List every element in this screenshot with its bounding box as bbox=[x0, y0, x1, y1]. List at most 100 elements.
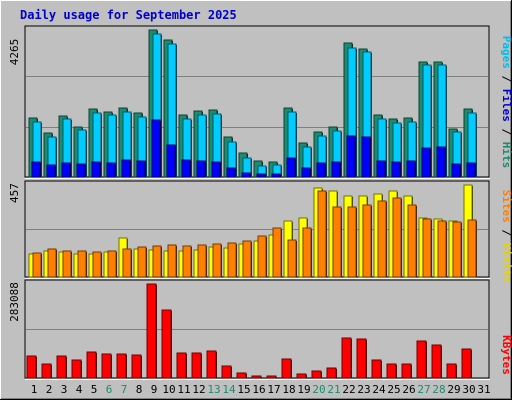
bar-sites-day-10 bbox=[167, 244, 177, 278]
bar-sites-day-12 bbox=[197, 244, 207, 278]
bar-kbytes-day-11 bbox=[176, 352, 187, 379]
bar-pages-day-11 bbox=[181, 159, 191, 178]
bar-kbytes-day-2 bbox=[41, 363, 52, 379]
bar-kbytes-day-19 bbox=[296, 373, 307, 379]
chart-title: Daily usage for September 2025 bbox=[20, 8, 237, 22]
bar-kbytes-day-5 bbox=[86, 351, 97, 379]
x-tick-label-29: 29 bbox=[447, 383, 460, 396]
bar-pages-day-28 bbox=[436, 146, 446, 178]
visits-legend: Sites / Visits bbox=[500, 190, 512, 283]
x-tick-label-25: 25 bbox=[387, 383, 400, 396]
bar-pages-day-1 bbox=[31, 161, 41, 178]
legend-sep-2: / bbox=[500, 122, 512, 142]
bar-sites-day-22 bbox=[347, 206, 357, 278]
legend-sites: Sites bbox=[500, 190, 512, 223]
legend-kbytes: KBytes bbox=[500, 335, 512, 375]
bar-pages-day-5 bbox=[91, 161, 101, 178]
bar-pages-day-15 bbox=[241, 172, 251, 178]
bar-kbytes-day-9 bbox=[146, 283, 157, 379]
bar-kbytes-day-24 bbox=[371, 359, 382, 379]
bar-sites-day-28 bbox=[437, 220, 447, 278]
bar-kbytes-day-6 bbox=[101, 353, 112, 379]
bar-sites-day-2 bbox=[47, 248, 57, 278]
bar-sites-day-14 bbox=[227, 242, 237, 278]
bar-sites-day-18 bbox=[287, 239, 297, 278]
bar-kbytes-day-27 bbox=[416, 340, 427, 379]
bar-sites-day-20 bbox=[317, 190, 327, 278]
x-tick-label-18: 18 bbox=[282, 383, 295, 396]
bar-kbytes-day-12 bbox=[191, 352, 202, 379]
bar-kbytes-day-21 bbox=[326, 367, 337, 379]
bar-sites-day-6 bbox=[107, 250, 117, 278]
bar-sites-day-7 bbox=[122, 248, 132, 278]
bar-kbytes-day-13 bbox=[206, 350, 217, 379]
bar-kbytes-day-17 bbox=[266, 375, 277, 379]
bar-pages-day-3 bbox=[61, 162, 71, 178]
x-tick-label-28: 28 bbox=[432, 383, 445, 396]
bar-pages-day-9 bbox=[151, 119, 161, 178]
bar-kbytes-day-14 bbox=[221, 365, 232, 379]
x-tick-label-31: 31 bbox=[477, 383, 490, 396]
bar-sites-day-5 bbox=[92, 251, 102, 278]
bar-sites-day-3 bbox=[62, 250, 72, 278]
x-tick-label-17: 17 bbox=[267, 383, 280, 396]
bar-pages-day-6 bbox=[106, 162, 116, 178]
bar-pages-day-26 bbox=[406, 160, 416, 178]
bar-kbytes-day-3 bbox=[56, 355, 67, 379]
x-tick-label-10: 10 bbox=[162, 383, 175, 396]
x-tick-label-21: 21 bbox=[327, 383, 340, 396]
hits-ymax-label: 4265 bbox=[8, 39, 21, 66]
bar-kbytes-day-20 bbox=[311, 370, 322, 379]
x-tick-label-3: 3 bbox=[61, 383, 68, 396]
bar-pages-day-19 bbox=[301, 167, 311, 178]
bar-pages-day-29 bbox=[451, 163, 461, 178]
x-tick-label-13: 13 bbox=[207, 383, 220, 396]
bar-pages-day-4 bbox=[76, 163, 86, 178]
x-tick-label-9: 9 bbox=[151, 383, 158, 396]
bar-pages-day-23 bbox=[361, 136, 371, 178]
visits-ymax-label: 457 bbox=[8, 183, 21, 203]
bar-kbytes-day-1 bbox=[26, 355, 37, 379]
x-tick-label-6: 6 bbox=[106, 383, 113, 396]
bar-sites-day-21 bbox=[332, 206, 342, 278]
bar-sites-day-15 bbox=[242, 240, 252, 278]
x-tick-label-15: 15 bbox=[237, 383, 250, 396]
bar-pages-day-10 bbox=[166, 144, 176, 178]
bar-kbytes-day-8 bbox=[131, 354, 142, 379]
x-tick-label-16: 16 bbox=[252, 383, 265, 396]
bar-pages-day-13 bbox=[211, 161, 221, 178]
x-tick-label-23: 23 bbox=[357, 383, 370, 396]
bar-kbytes-day-30 bbox=[461, 348, 472, 379]
bar-pages-day-8 bbox=[136, 160, 146, 178]
bar-pages-day-24 bbox=[376, 160, 386, 178]
x-tick-label-2: 2 bbox=[46, 383, 53, 396]
bar-pages-day-2 bbox=[46, 164, 56, 178]
x-tick-label-4: 4 bbox=[76, 383, 83, 396]
x-tick-label-30: 30 bbox=[462, 383, 475, 396]
kbytes-ymax-label: 283088 bbox=[8, 282, 21, 322]
bar-pages-day-18 bbox=[286, 157, 296, 178]
legend-files: Files bbox=[500, 89, 512, 122]
legend-hits: Hits bbox=[500, 142, 512, 169]
x-tick-label-7: 7 bbox=[121, 383, 128, 396]
x-tick-label-22: 22 bbox=[342, 383, 355, 396]
bar-sites-day-19 bbox=[302, 227, 312, 278]
bar-kbytes-day-15 bbox=[236, 372, 247, 379]
bar-kbytes-day-7 bbox=[116, 353, 127, 379]
bar-kbytes-day-25 bbox=[386, 363, 397, 379]
legend-pages: Pages bbox=[500, 36, 512, 69]
bar-pages-day-27 bbox=[421, 147, 431, 178]
bar-sites-day-23 bbox=[362, 204, 372, 278]
x-tick-label-19: 19 bbox=[297, 383, 310, 396]
bar-kbytes-day-22 bbox=[341, 337, 352, 379]
x-tick-label-8: 8 bbox=[136, 383, 143, 396]
bar-sites-day-29 bbox=[452, 221, 462, 278]
x-tick-label-20: 20 bbox=[312, 383, 325, 396]
bar-pages-day-7 bbox=[121, 159, 131, 178]
bar-pages-day-21 bbox=[331, 161, 341, 178]
bar-pages-day-25 bbox=[391, 161, 401, 178]
bar-kbytes-day-23 bbox=[356, 338, 367, 379]
x-tick-label-5: 5 bbox=[91, 383, 98, 396]
x-tick-label-27: 27 bbox=[417, 383, 430, 396]
legend-sep-3: / bbox=[500, 223, 512, 243]
